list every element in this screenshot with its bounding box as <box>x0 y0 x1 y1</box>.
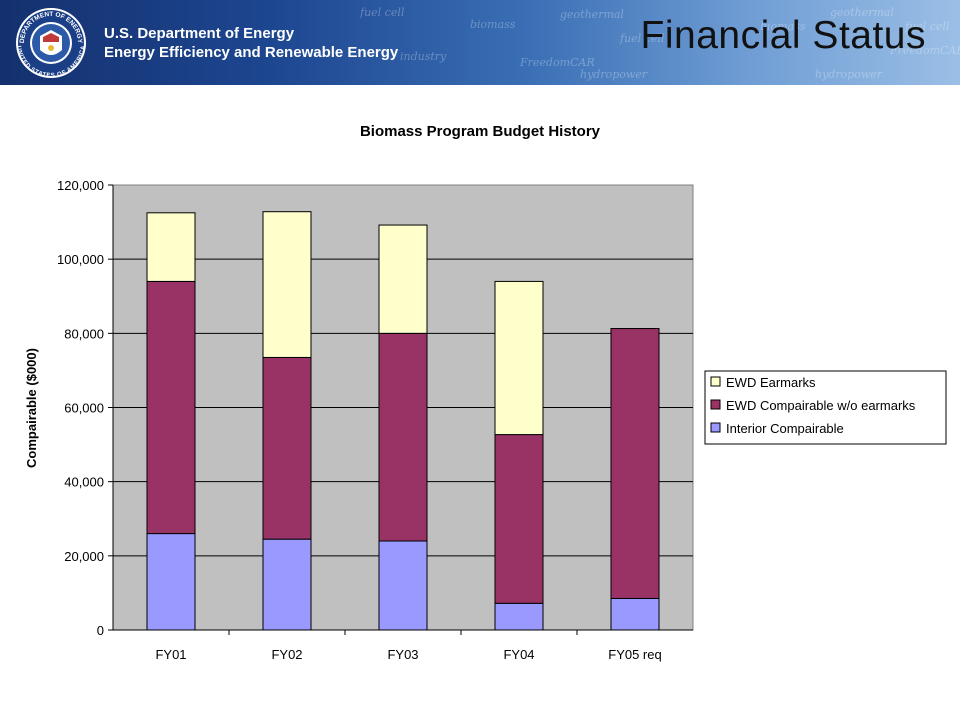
x-tick-label: FY01 <box>155 647 186 662</box>
legend-swatch <box>710 399 721 410</box>
bar-segment <box>378 332 428 542</box>
watermark-text: biomass <box>470 18 516 31</box>
watermark-text: fuel cell <box>360 6 405 19</box>
x-tick-label: FY04 <box>503 647 534 662</box>
watermark-text: hydropower <box>580 68 648 81</box>
bar-segment <box>610 597 660 631</box>
bar-segment <box>262 538 312 631</box>
bar-segment <box>262 211 312 358</box>
y-tick-label: 80,000 <box>64 326 104 341</box>
y-tick-label: 40,000 <box>64 475 104 490</box>
watermark-text: FreedomCAR <box>520 56 595 69</box>
bar-segment <box>494 280 544 436</box>
doe-seal-logo: DEPARTMENT OF ENERGY UNITED STATES OF AM… <box>15 8 87 79</box>
watermark-text: biomass <box>760 20 806 33</box>
bar-segment <box>610 328 660 599</box>
y-tick-label: 0 <box>97 623 104 638</box>
bar-segment <box>146 280 196 535</box>
bar-segment <box>146 533 196 631</box>
watermark-text: geothermal <box>560 8 624 21</box>
legend-label: EWD Earmarks <box>726 375 816 390</box>
legend-label: EWD Compairable w/o earmarks <box>726 398 916 413</box>
slide-title: Financial Status <box>640 14 926 57</box>
bar-segment <box>494 434 544 604</box>
chart-legend: EWD Earmarks EWD Compairable w/o earmarks… <box>704 370 947 445</box>
y-tick-label: 120,000 <box>57 178 104 193</box>
x-tick-label: FY05 req <box>608 647 661 662</box>
organization-line-1: U.S. Department of Energy <box>104 25 295 42</box>
bar-segment <box>146 212 196 282</box>
bar-segment <box>378 224 428 334</box>
watermark-text: FreedomCAR <box>890 44 960 57</box>
header-banner: fuel cell industry biomass geothermal Fr… <box>0 0 960 85</box>
watermark-text: industry <box>400 50 447 63</box>
organization-line-2: Energy Efficiency and Renewable Energy <box>104 44 399 61</box>
y-tick-label: 60,000 <box>64 401 104 416</box>
chart-title: Biomass Program Budget History <box>360 123 601 140</box>
y-tick-label: 100,000 <box>57 252 104 267</box>
legend-swatch <box>710 422 721 433</box>
organization-name: U.S. Department of Energy Energy Efficie… <box>104 24 398 62</box>
x-tick-label: FY02 <box>271 647 302 662</box>
watermark-text: fuel cell <box>905 20 950 33</box>
watermark-text: fuel cell <box>620 32 665 45</box>
y-tick-label: 20,000 <box>64 549 104 564</box>
budget-history-chart: Biomass Program Budget History 0 20,000 40… <box>24 123 947 662</box>
legend-box <box>704 370 947 445</box>
x-tick-label: FY03 <box>387 647 418 662</box>
bar-segment <box>378 540 428 631</box>
legend-swatch <box>710 376 721 387</box>
legend-label: Interior Compairable <box>726 421 844 436</box>
watermark-text: geothermal <box>830 6 894 19</box>
bar-segment <box>262 356 312 540</box>
y-axis-label: Compairable ($000) <box>24 348 39 468</box>
bar-segment <box>494 602 544 631</box>
watermark-text: hydropower <box>815 68 883 81</box>
